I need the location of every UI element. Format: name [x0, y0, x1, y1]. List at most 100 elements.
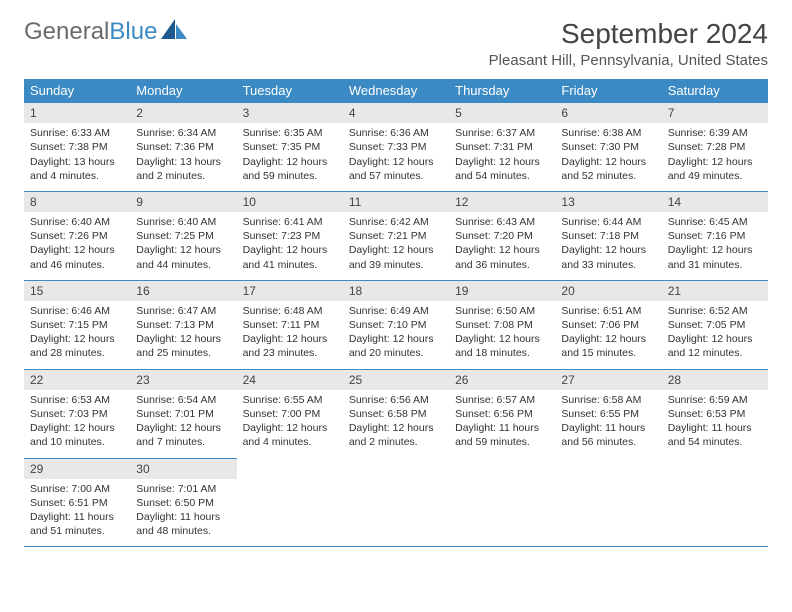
sunrise-line: Sunrise: 6:35 AM — [243, 126, 337, 140]
calendar-cell: 5Sunrise: 6:37 AMSunset: 7:31 PMDaylight… — [449, 103, 555, 192]
month-title: September 2024 — [489, 18, 768, 50]
calendar-cell — [555, 458, 661, 547]
daylight-line: Daylight: 12 hours and 25 minutes. — [136, 332, 230, 360]
weekday-header: Saturday — [662, 79, 768, 103]
sunset-line: Sunset: 6:51 PM — [30, 496, 124, 510]
day-body: Sunrise: 6:52 AMSunset: 7:05 PMDaylight:… — [662, 301, 768, 369]
daylight-line: Daylight: 12 hours and 15 minutes. — [561, 332, 655, 360]
calendar-cell — [343, 458, 449, 547]
sunset-line: Sunset: 7:31 PM — [455, 140, 549, 154]
sunset-line: Sunset: 6:55 PM — [561, 407, 655, 421]
logo: GeneralBlue — [24, 18, 187, 46]
daylight-line: Daylight: 12 hours and 28 minutes. — [30, 332, 124, 360]
calendar-cell: 17Sunrise: 6:48 AMSunset: 7:11 PMDayligh… — [237, 280, 343, 369]
day-number: 12 — [449, 192, 555, 212]
weekday-header: Wednesday — [343, 79, 449, 103]
day-number: 19 — [449, 281, 555, 301]
calendar-cell: 27Sunrise: 6:58 AMSunset: 6:55 PMDayligh… — [555, 369, 661, 458]
day-number: 17 — [237, 281, 343, 301]
calendar-cell: 20Sunrise: 6:51 AMSunset: 7:06 PMDayligh… — [555, 280, 661, 369]
weekday-header: Monday — [130, 79, 236, 103]
day-body: Sunrise: 6:35 AMSunset: 7:35 PMDaylight:… — [237, 123, 343, 191]
daylight-line: Daylight: 12 hours and 44 minutes. — [136, 243, 230, 271]
day-number: 1 — [24, 103, 130, 123]
daylight-line: Daylight: 11 hours and 48 minutes. — [136, 510, 230, 538]
sunset-line: Sunset: 7:28 PM — [668, 140, 762, 154]
location: Pleasant Hill, Pennsylvania, United Stat… — [489, 52, 768, 69]
sunrise-line: Sunrise: 6:47 AM — [136, 304, 230, 318]
day-number: 23 — [130, 370, 236, 390]
sunrise-line: Sunrise: 7:00 AM — [30, 482, 124, 496]
day-body: Sunrise: 6:33 AMSunset: 7:38 PMDaylight:… — [24, 123, 130, 191]
calendar-week-row: 29 Sunrise: 7:00 AMSunset: 6:51 PM Dayligh… — [24, 458, 768, 547]
calendar-cell: 26Sunrise: 6:57 AMSunset: 6:56 PMDayligh… — [449, 369, 555, 458]
day-body: Sunrise: 6:46 AMSunset: 7:15 PMDaylight:… — [24, 301, 130, 369]
weekday-header: Friday — [555, 79, 661, 103]
calendar-cell: 1Sunrise: 6:33 AMSunset: 7:38 PMDaylight… — [24, 103, 130, 192]
sunrise-line: Sunrise: 6:53 AM — [30, 393, 124, 407]
sunrise-line: Sunrise: 6:40 AM — [136, 215, 230, 229]
day-body: Sunrise: 6:59 AMSunset: 6:53 PMDaylight:… — [662, 390, 768, 458]
daylight-line: Daylight: 12 hours and 41 minutes. — [243, 243, 337, 271]
sunset-line: Sunset: 7:30 PM — [561, 140, 655, 154]
calendar-cell: 7Sunrise: 6:39 AMSunset: 7:28 PMDaylight… — [662, 103, 768, 192]
sunset-line: Sunset: 7:33 PM — [349, 140, 443, 154]
calendar-cell — [662, 458, 768, 547]
day-body: Sunrise: 6:54 AMSunset: 7:01 PMDaylight:… — [130, 390, 236, 458]
sunrise-line: Sunrise: 7:01 AM — [136, 482, 230, 496]
daylight-line: Daylight: 12 hours and 59 minutes. — [243, 155, 337, 183]
sunset-line: Sunset: 7:06 PM — [561, 318, 655, 332]
sunrise-line: Sunrise: 6:49 AM — [349, 304, 443, 318]
calendar-cell: 13Sunrise: 6:44 AMSunset: 7:18 PMDayligh… — [555, 191, 661, 280]
day-number: 8 — [24, 192, 130, 212]
calendar-cell: 12Sunrise: 6:43 AMSunset: 7:20 PMDayligh… — [449, 191, 555, 280]
sunrise-line: Sunrise: 6:46 AM — [30, 304, 124, 318]
day-number: 29 — [24, 459, 130, 479]
sunrise-line: Sunrise: 6:56 AM — [349, 393, 443, 407]
day-number: 9 — [130, 192, 236, 212]
day-number: 27 — [555, 370, 661, 390]
day-body: Sunrise: 6:42 AMSunset: 7:21 PMDaylight:… — [343, 212, 449, 280]
daylight-line: Daylight: 12 hours and 36 minutes. — [455, 243, 549, 271]
daylight-line: Daylight: 12 hours and 2 minutes. — [349, 421, 443, 449]
logo-text-2: Blue — [109, 18, 157, 46]
daylight-line: Daylight: 12 hours and 57 minutes. — [349, 155, 443, 183]
sunrise-line: Sunrise: 6:36 AM — [349, 126, 443, 140]
calendar-cell: 9Sunrise: 6:40 AMSunset: 7:25 PMDaylight… — [130, 191, 236, 280]
day-body: Sunrise: 6:34 AMSunset: 7:36 PMDaylight:… — [130, 123, 236, 191]
weekday-header-row: Sunday Monday Tuesday Wednesday Thursday… — [24, 79, 768, 103]
day-body: Sunrise: 6:56 AMSunset: 6:58 PMDaylight:… — [343, 390, 449, 458]
daylight-line: Daylight: 12 hours and 10 minutes. — [30, 421, 124, 449]
sunrise-line: Sunrise: 6:34 AM — [136, 126, 230, 140]
calendar-cell: 10Sunrise: 6:41 AMSunset: 7:23 PMDayligh… — [237, 191, 343, 280]
calendar-week-row: 22Sunrise: 6:53 AMSunset: 7:03 PMDayligh… — [24, 369, 768, 458]
sunset-line: Sunset: 6:56 PM — [455, 407, 549, 421]
day-number: 24 — [237, 370, 343, 390]
day-body: Sunrise: 6:49 AMSunset: 7:10 PMDaylight:… — [343, 301, 449, 369]
day-number: 18 — [343, 281, 449, 301]
day-number: 22 — [24, 370, 130, 390]
calendar-cell: 24Sunrise: 6:55 AMSunset: 7:00 PMDayligh… — [237, 369, 343, 458]
sunset-line: Sunset: 7:03 PM — [30, 407, 124, 421]
calendar-cell: 18Sunrise: 6:49 AMSunset: 7:10 PMDayligh… — [343, 280, 449, 369]
day-number: 13 — [555, 192, 661, 212]
daylight-line: Daylight: 11 hours and 54 minutes. — [668, 421, 762, 449]
calendar-cell: 2Sunrise: 6:34 AMSunset: 7:36 PMDaylight… — [130, 103, 236, 192]
daylight-line: Daylight: 12 hours and 12 minutes. — [668, 332, 762, 360]
sunrise-line: Sunrise: 6:42 AM — [349, 215, 443, 229]
calendar-week-row: 1Sunrise: 6:33 AMSunset: 7:38 PMDaylight… — [24, 103, 768, 192]
daylight-line: Daylight: 12 hours and 54 minutes. — [455, 155, 549, 183]
sunrise-line: Sunrise: 6:44 AM — [561, 215, 655, 229]
day-number: 3 — [237, 103, 343, 123]
daylight-line: Daylight: 12 hours and 4 minutes. — [243, 421, 337, 449]
sunset-line: Sunset: 7:21 PM — [349, 229, 443, 243]
day-number: 7 — [662, 103, 768, 123]
day-number: 25 — [343, 370, 449, 390]
daylight-line: Daylight: 12 hours and 23 minutes. — [243, 332, 337, 360]
day-number: 14 — [662, 192, 768, 212]
calendar-cell: 14Sunrise: 6:45 AMSunset: 7:16 PMDayligh… — [662, 191, 768, 280]
daylight-line: Daylight: 11 hours and 59 minutes. — [455, 421, 549, 449]
sunset-line: Sunset: 7:35 PM — [243, 140, 337, 154]
day-body: Sunrise: 7:01 AMSunset: 6:50 PMDaylight:… — [130, 479, 236, 547]
daylight-line: Daylight: 12 hours and 49 minutes. — [668, 155, 762, 183]
